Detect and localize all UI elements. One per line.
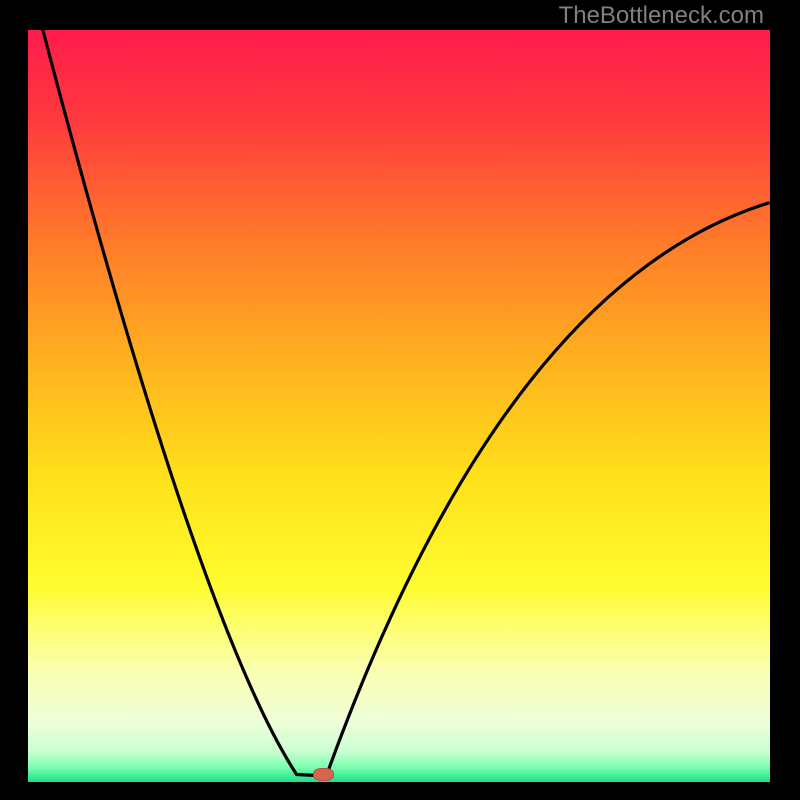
frame-border-left [0,0,28,800]
plot-area [28,30,770,782]
frame-border-bottom [0,782,800,800]
watermark-text: TheBottleneck.com [559,2,764,30]
frame-border-right [770,0,800,800]
background-gradient [28,30,770,782]
minimum-marker [313,768,334,782]
chart-frame: TheBottleneck.com [0,0,800,800]
